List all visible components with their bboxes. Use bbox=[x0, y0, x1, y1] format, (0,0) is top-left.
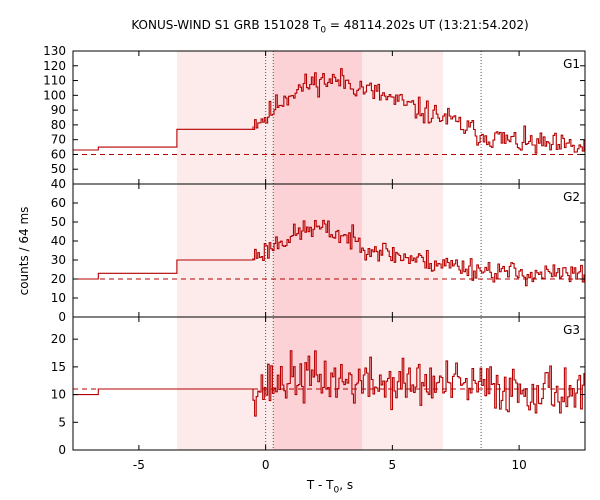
g1-ytick-label: 50 bbox=[51, 162, 66, 176]
g3-ytick-label: 20 bbox=[51, 332, 66, 346]
g1-panel-label: G1 bbox=[563, 57, 580, 71]
g3-ytick-label: 15 bbox=[51, 360, 66, 374]
g2-ytick-label: 0 bbox=[58, 310, 66, 324]
g2-panel-label: G2 bbox=[563, 190, 580, 204]
chart-title: KONUS-WIND S1 GRB 151028 T0 = 48114.202s… bbox=[131, 18, 529, 36]
g2-ytick-label: 50 bbox=[51, 215, 66, 229]
g2-ytick-label: 40 bbox=[51, 234, 66, 248]
g3-frame bbox=[72, 316, 586, 451]
g1-ytick-label: 40 bbox=[51, 177, 66, 191]
g1-light-curve bbox=[73, 68, 585, 154]
g2-ytick-label: 60 bbox=[51, 196, 66, 210]
g2-light-curve bbox=[73, 219, 585, 287]
g3-ytick-label: 0 bbox=[58, 443, 66, 457]
g3-panel-label: G3 bbox=[563, 323, 580, 337]
g1-ytick-label: 80 bbox=[51, 118, 66, 132]
y-axis-label: counts / 64 ms bbox=[17, 206, 31, 296]
g2-ytick-label: 30 bbox=[51, 253, 66, 267]
g3-ytick-label: 10 bbox=[51, 388, 66, 402]
g3-ytick-label: 5 bbox=[58, 415, 66, 429]
x-tick-label: 5 bbox=[389, 458, 397, 472]
g2-ytick-label: 10 bbox=[51, 291, 66, 305]
g1-ytick-label: 60 bbox=[51, 147, 66, 161]
g3-light-curve bbox=[73, 350, 585, 417]
g1-ytick-label: 100 bbox=[43, 88, 66, 102]
g2-ytick-label: 20 bbox=[51, 272, 66, 286]
g1-ytick-label: 70 bbox=[51, 133, 66, 147]
x-tick-label: 10 bbox=[511, 458, 526, 472]
x-tick-label: -5 bbox=[133, 458, 145, 472]
x-axis-label: T - T0, s bbox=[306, 478, 354, 496]
x-tick-label: 0 bbox=[262, 458, 270, 472]
g1-ytick-label: 130 bbox=[43, 44, 66, 58]
g1-ytick-label: 120 bbox=[43, 59, 66, 73]
g1-ytick-label: 110 bbox=[43, 74, 66, 88]
g1-ytick-label: 90 bbox=[51, 103, 66, 117]
